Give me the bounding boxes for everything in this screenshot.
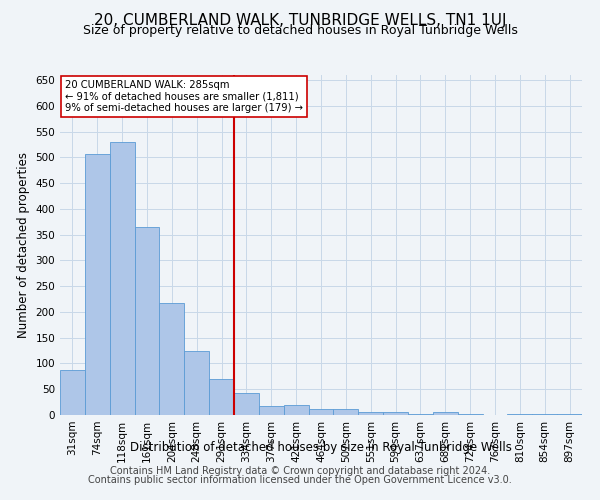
Bar xyxy=(134,227,160,415)
Bar xyxy=(334,410,358,415)
Bar xyxy=(308,410,334,415)
Y-axis label: Number of detached properties: Number of detached properties xyxy=(17,152,30,338)
Text: 20, CUMBERLAND WALK, TUNBRIDGE WELLS, TN1 1UJ: 20, CUMBERLAND WALK, TUNBRIDGE WELLS, TN… xyxy=(94,12,506,28)
Bar xyxy=(532,414,557,415)
Bar xyxy=(110,142,134,415)
Bar xyxy=(408,414,433,415)
Bar xyxy=(383,412,408,415)
Bar xyxy=(209,380,234,415)
Bar xyxy=(184,350,209,415)
Bar xyxy=(85,154,110,415)
Bar xyxy=(433,412,458,415)
Text: 20 CUMBERLAND WALK: 285sqm
← 91% of detached houses are smaller (1,811)
9% of se: 20 CUMBERLAND WALK: 285sqm ← 91% of deta… xyxy=(65,80,303,114)
Bar xyxy=(557,414,582,415)
Bar xyxy=(259,406,284,415)
Bar xyxy=(458,414,482,415)
Text: Size of property relative to detached houses in Royal Tunbridge Wells: Size of property relative to detached ho… xyxy=(83,24,517,37)
Bar xyxy=(508,414,532,415)
Text: Distribution of detached houses by size in Royal Tunbridge Wells: Distribution of detached houses by size … xyxy=(130,441,512,454)
Bar xyxy=(284,404,308,415)
Bar xyxy=(234,394,259,415)
Bar xyxy=(358,412,383,415)
Text: Contains HM Land Registry data © Crown copyright and database right 2024.: Contains HM Land Registry data © Crown c… xyxy=(110,466,490,476)
Text: Contains public sector information licensed under the Open Government Licence v3: Contains public sector information licen… xyxy=(88,475,512,485)
Bar xyxy=(60,370,85,415)
Bar xyxy=(160,303,184,415)
